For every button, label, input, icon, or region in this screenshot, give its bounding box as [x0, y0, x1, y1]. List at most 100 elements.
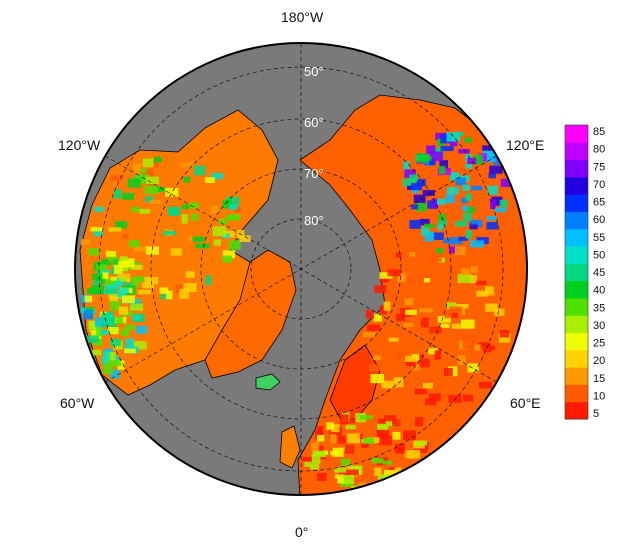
raster-cell	[137, 289, 152, 295]
colorbar-tick-label: 5	[593, 408, 599, 420]
colorbar-tick-label: 30	[593, 320, 605, 332]
raster-cell	[144, 185, 159, 195]
raster-cell	[334, 467, 347, 473]
raster-cell	[188, 236, 196, 241]
raster-cell	[499, 329, 510, 338]
colorbar-segment	[565, 263, 588, 282]
raster-cell	[119, 256, 128, 261]
raster-cell	[310, 463, 320, 470]
raster-cell	[228, 240, 241, 250]
raster-cell	[470, 275, 478, 284]
graticule	[98, 43, 504, 495]
raster-cell	[415, 354, 424, 359]
raster-cell	[129, 240, 140, 248]
raster-cell	[404, 169, 416, 178]
raster-cell	[135, 174, 150, 184]
raster-cell	[374, 467, 382, 476]
raster-cell	[446, 302, 457, 310]
lat-label-60: 60°	[304, 115, 324, 130]
raster-cell	[122, 192, 135, 200]
raster-cell	[416, 178, 426, 187]
raster-cell	[460, 319, 475, 329]
raster-cell	[428, 348, 438, 355]
raster-cell	[379, 305, 387, 315]
raster-cell	[210, 205, 219, 214]
lat-label-70: 70°	[304, 166, 324, 181]
raster-cell	[162, 228, 172, 233]
raster-cell	[379, 272, 393, 279]
raster-cell	[311, 454, 321, 464]
raster-cell	[131, 277, 139, 287]
raster-cell	[145, 196, 153, 203]
raster-cell	[494, 308, 505, 317]
colorbar-segment	[565, 142, 588, 161]
raster-cell	[437, 219, 447, 227]
raster-cell	[500, 178, 515, 188]
colorbar-tick-label: 50	[593, 249, 605, 261]
raster-cell	[130, 303, 143, 311]
raster-cell	[226, 196, 240, 207]
raster-cell	[446, 187, 459, 195]
raster-cell	[346, 469, 359, 475]
raster-cell	[330, 424, 340, 433]
colorbar-tick-label: 70	[593, 179, 605, 191]
colorbar-segment	[565, 159, 588, 178]
raster-cell	[102, 317, 117, 327]
raster-cell	[154, 156, 162, 163]
raster-cell	[124, 348, 136, 354]
raster-cell	[193, 165, 206, 176]
raster-cell	[436, 198, 446, 205]
colorbar-tick-label: 15	[593, 373, 605, 385]
raster-cell	[429, 151, 444, 161]
raster-cell	[485, 286, 494, 295]
raster-cell	[394, 482, 403, 490]
raster-cell	[448, 246, 461, 254]
raster-cell	[489, 199, 497, 210]
raster-cell	[462, 205, 469, 212]
colorbar-segment	[565, 228, 588, 247]
raster-cell	[451, 323, 461, 329]
uk-landmass	[279, 425, 301, 469]
raster-cell	[118, 306, 129, 315]
raster-cell	[122, 295, 135, 304]
colorbar-segment	[565, 297, 588, 316]
raster-cell	[409, 219, 421, 229]
raster-cell	[181, 214, 188, 224]
raster-cell	[467, 157, 477, 165]
raster-cell	[122, 234, 129, 239]
raster-cell	[465, 206, 476, 214]
raster-cell	[457, 355, 466, 365]
raster-cell	[454, 246, 466, 256]
raster-cell	[403, 161, 410, 170]
raster-cell	[139, 168, 147, 173]
raster-cell	[175, 284, 188, 293]
iceland-landmass	[255, 373, 281, 391]
raster-cell	[387, 269, 401, 277]
raster-cell	[89, 322, 102, 332]
raster-cell	[93, 340, 103, 346]
raster-cell	[430, 253, 442, 262]
raster-cell	[383, 415, 397, 424]
raster-cell	[405, 277, 415, 284]
raster-cell	[345, 424, 356, 430]
raster-cell	[93, 228, 103, 237]
raster-cell	[189, 202, 199, 209]
raster-cell	[469, 222, 478, 230]
colorbar-tick-label: 25	[593, 338, 605, 350]
raster-cell	[101, 258, 112, 266]
raster-cell	[444, 368, 453, 377]
raster-cell	[419, 218, 430, 226]
raster-cell	[334, 474, 345, 479]
colorbar-tick-label: 60	[593, 214, 605, 226]
raster-cell	[142, 169, 154, 177]
raster-cell	[455, 177, 466, 186]
raster-cell	[91, 330, 102, 339]
raster-cell	[84, 309, 93, 320]
raster-cell	[344, 445, 355, 454]
raster-cell	[344, 417, 357, 424]
raster-cell	[117, 293, 127, 298]
raster-cell	[160, 293, 170, 300]
raster-cell	[133, 246, 148, 252]
raster-cell	[343, 475, 354, 485]
lon-label-60e: 60°E	[510, 395, 541, 411]
